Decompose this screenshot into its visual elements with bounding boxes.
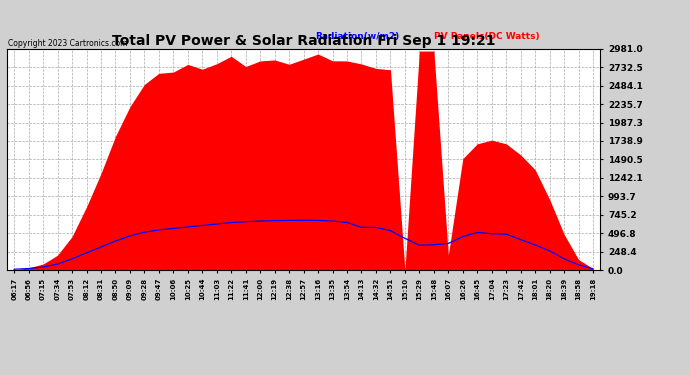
Text: PV Panels(DC Watts): PV Panels(DC Watts) <box>434 32 540 41</box>
Title: Total PV Power & Solar Radiation Fri Sep 1 19:21: Total PV Power & Solar Radiation Fri Sep… <box>112 34 495 48</box>
Text: Copyright 2023 Cartronics.com: Copyright 2023 Cartronics.com <box>8 39 128 48</box>
Text: Radiation(w/m2): Radiation(w/m2) <box>315 32 400 41</box>
